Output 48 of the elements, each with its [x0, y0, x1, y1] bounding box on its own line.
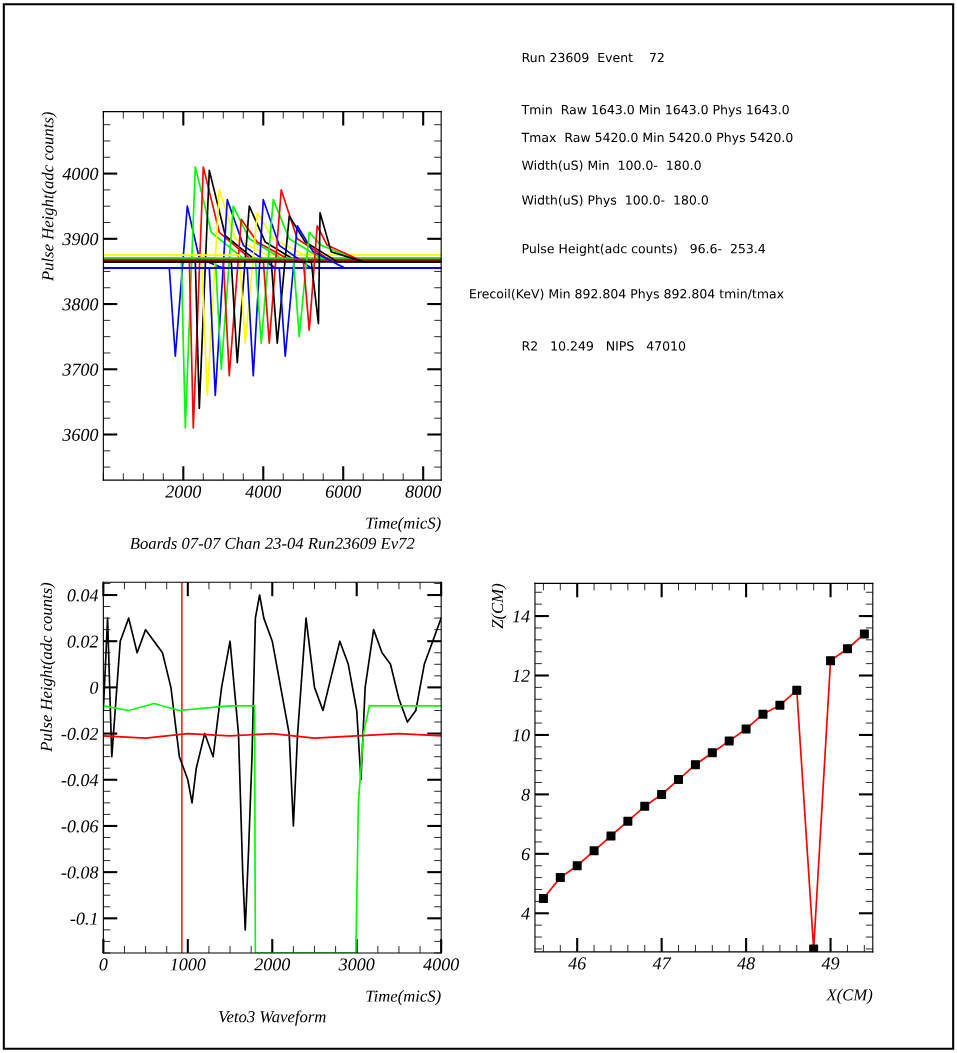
x-tick-label: 8000	[405, 485, 442, 498]
text: Erecoil(KeV) Min 892.804 Phys 892.804 tmin/tmax	[470, 288, 784, 301]
y-tick-label: 0	[90, 681, 99, 694]
y-tick-label: 4	[521, 907, 530, 920]
y-tick-label: -0.02	[61, 727, 99, 741]
y-tick-label: 6	[521, 848, 531, 861]
x-tick-label: 48	[737, 957, 755, 970]
text: Width(uS) Min 100.0- 180.0	[521, 160, 701, 172]
y-tick-label: 0.04	[67, 589, 99, 602]
y-axis-title: Pulse Height(adc counts)	[41, 112, 57, 282]
y-tick-label: 8	[521, 788, 530, 801]
y-tick-label: 0.02	[67, 635, 99, 648]
y-tick-label: 3800	[62, 298, 99, 311]
x-tick-label: 1000	[170, 958, 206, 971]
y-tick-label: -0.04	[61, 774, 99, 787]
x-tick-label: 3000	[338, 958, 375, 971]
text: Tmax Raw 5420.0 Min 5420.0 Phys 5420.0	[521, 132, 793, 145]
y-tick-label: 4000	[62, 167, 99, 181]
text: Run 23609 Event 72	[522, 52, 664, 63]
x-axis-title: Time(micS)	[366, 517, 441, 533]
x-tick-label: 47	[652, 957, 672, 970]
text: Tmin Raw 1643.0 Min 1643.0 Phys 1643.0	[521, 104, 789, 117]
y-tick-label: 3600	[62, 428, 99, 441]
x-tick-label: 0	[99, 958, 108, 971]
y-tick-label: 10	[512, 729, 530, 742]
x-tick-label: 2000	[165, 485, 202, 498]
x-tick-label: 6000	[325, 485, 362, 498]
y-axis-title: Pulse Height(adc counts)	[40, 582, 56, 752]
y-axis-title: Z(CM)	[491, 583, 507, 629]
y-tick-label: 3700	[62, 363, 99, 376]
x-tick-label: 4000	[245, 485, 282, 498]
y-tick-label: -0.1	[70, 912, 97, 925]
y-tick-label: 12	[512, 669, 530, 682]
x-tick-label: 46	[568, 957, 587, 970]
y-tick-label: -0.06	[61, 820, 99, 833]
y-tick-label: 14	[512, 610, 530, 623]
text: Veto3 Waveform	[219, 1010, 326, 1026]
x-tick-label: 4000	[423, 958, 459, 971]
x-axis-title: X(CM)	[825, 988, 873, 1004]
y-tick-label: 3900	[62, 233, 99, 246]
text: Width(uS) Phys 100.0- 180.0	[521, 195, 708, 208]
text: Boards 07-07 Chan 23-04 Run23609 Ev72	[129, 537, 415, 550]
text: Pulse Height(adc counts) 96.6- 253.4	[522, 243, 766, 256]
x-tick-label: 49	[821, 957, 840, 970]
x-tick-label: 2000	[254, 958, 291, 971]
text: R2 10.249 NIPS 47010	[522, 341, 686, 351]
x-axis-title: Time(micS)	[366, 990, 441, 1006]
y-tick-label: -0.08	[61, 866, 99, 879]
